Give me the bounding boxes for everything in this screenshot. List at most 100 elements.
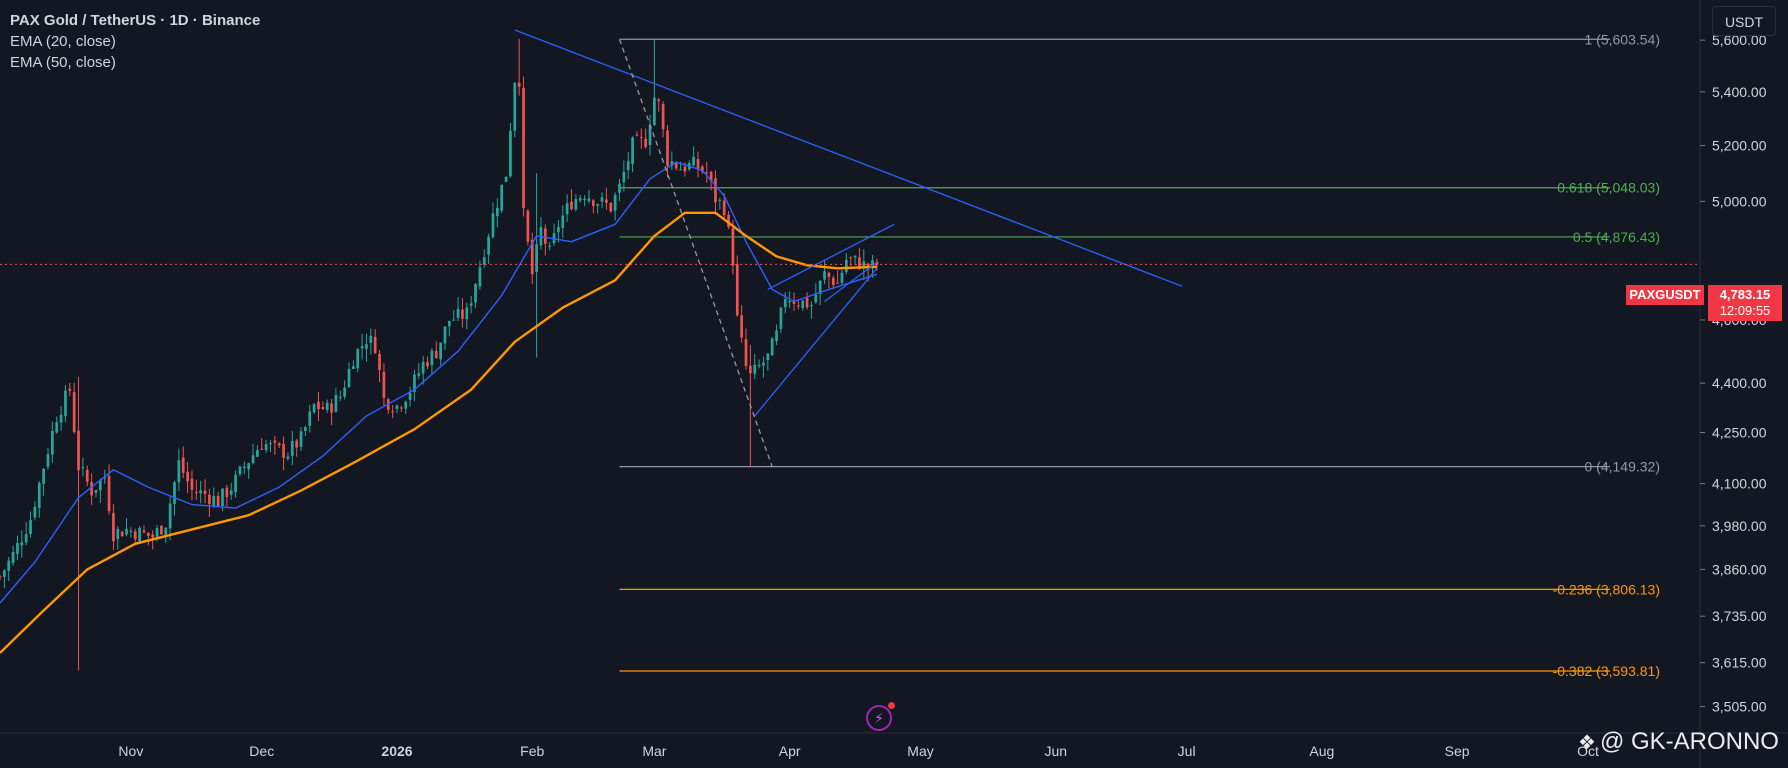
x-tick-label: May [907,743,933,759]
candle-body [164,527,168,536]
candle-body [452,319,456,321]
fib-level-label: -0.236 (3,806.13) [1553,581,1660,597]
candle-body [256,450,259,457]
candle-body [670,161,674,166]
candle-body [718,199,722,201]
candle-body [343,387,347,397]
candle-body [199,490,203,494]
candle-body [626,161,630,170]
candle-body [517,82,521,87]
candle-body [347,368,351,387]
candle-body [269,443,272,445]
candle-body [722,200,726,216]
candle-body [762,362,765,366]
candle-body [90,482,93,496]
legend-ema50[interactable]: EMA (50, close) [10,54,116,71]
candle-body [447,320,451,327]
candle-body [308,411,312,426]
current-price-value: 4,783.15 [1719,287,1771,302]
notification-dot-icon [888,702,895,709]
y-tick-label: 4,250.00 [1712,424,1767,440]
candle-body [674,163,678,169]
candle-body [264,444,268,451]
candle-body [16,542,19,555]
candle-body [727,214,730,228]
candle-body [810,304,813,307]
candle-body [679,169,682,171]
candle-body [570,201,573,210]
trendline-wedge-inner [824,261,878,303]
candle-body [779,307,783,330]
candle-body [373,336,377,354]
candle-body [112,513,115,542]
candle-body [495,207,499,217]
y-tick-label: 3,735.00 [1712,608,1767,624]
candle-body [783,299,787,308]
y-tick-label: 5,200.00 [1712,138,1767,154]
candle-body [321,407,325,410]
candle-body [146,532,150,536]
candle-body [173,482,176,504]
x-tick-label: Dec [249,743,274,759]
currency-button[interactable]: USDT [1712,6,1776,36]
candle-body [792,300,796,304]
candle-body [574,199,578,210]
candle-body [583,198,586,200]
candle-body [478,267,482,287]
candle-body [696,158,700,170]
candle-body [177,460,181,483]
candle-body [325,402,329,410]
candle-body [487,236,490,255]
candle-body [434,350,438,358]
x-tick-label: Jul [1178,743,1196,759]
x-tick-label: Jun [1044,743,1067,759]
candle-body [749,365,752,374]
candle-body [522,87,525,208]
candle-body [64,390,67,416]
candle-body [740,315,744,338]
candle-body [653,97,656,125]
candle-body [530,240,534,275]
candle-body [805,297,809,308]
legend-ema20[interactable]: EMA (20, close) [10,33,116,50]
y-tick-label: 4,400.00 [1712,375,1767,391]
candle-body [7,560,11,571]
y-tick-label: 3,615.00 [1712,655,1767,671]
x-tick-label: Oct [1577,743,1599,759]
candle-body [818,280,822,294]
candle-body [600,197,604,202]
candle-body [858,257,861,269]
fib-retracement: 1 (5,603.54) 0.618 (5,048.03) 0.5 (4,876.4… [619,31,1660,679]
candle-body [85,469,89,482]
ema20-line [0,161,878,604]
candle-body [770,338,774,356]
candle-body [72,392,76,433]
candle-body [299,431,303,447]
bar-countdown: 12:09:55 [1719,303,1771,318]
candle-body [286,456,290,459]
symbol-price-tag: PAXGUSDT [1626,285,1704,305]
candle-body [862,261,866,269]
candle-body [823,271,826,280]
candle-body [277,443,281,446]
bolt-icon[interactable]: ⚡ [866,702,895,731]
candle-body [155,528,159,537]
legend-title[interactable]: PAX Gold / TetherUS · 1D · Binance [10,12,261,29]
candle-body [744,339,748,366]
candle-body [844,259,848,272]
x-tick-label: Mar [642,743,666,759]
candle-body [260,448,264,450]
candle-body [849,257,853,259]
candle-body [160,525,163,535]
candle-body [735,264,739,316]
candle-body [242,466,246,468]
watermark-text: @ GK-ARONNO [1599,728,1779,755]
y-tick-label: 4,100.00 [1712,476,1767,492]
current-price-tag: 4,783.15 12:09:55 [1708,285,1782,321]
fib-level-label: 1 (5,603.54) [1585,31,1661,47]
x-tick-label: Nov [118,743,143,759]
candle-body [120,531,124,537]
candle-body [98,479,102,491]
